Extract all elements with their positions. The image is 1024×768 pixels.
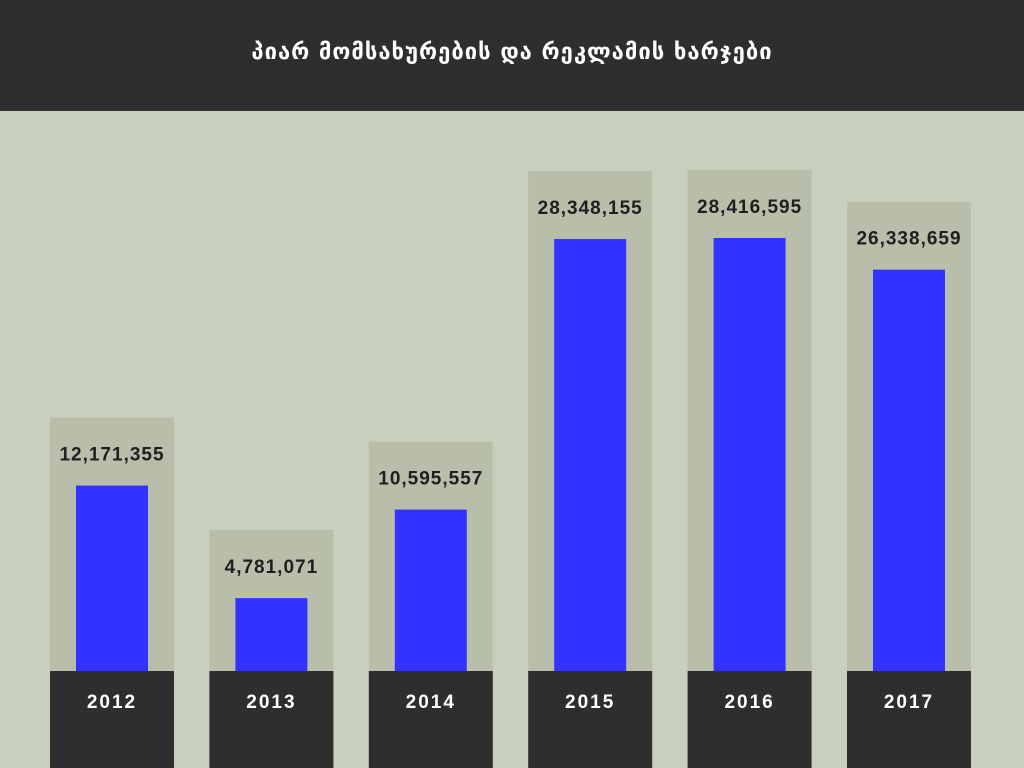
bar-2013 — [235, 598, 308, 671]
category-panel-2016 — [687, 671, 812, 768]
value-label-2017: 26,338,659 — [856, 229, 961, 250]
value-label-2015: 28,348,155 — [538, 198, 643, 219]
chart-title: პიარ მომსახურების და რეკლამის ხარჯები — [251, 40, 773, 65]
bar-2016 — [713, 238, 786, 671]
category-label-2017: 2017 — [884, 692, 934, 713]
value-label-2012: 12,171,355 — [59, 445, 164, 466]
category-label-2012: 2012 — [87, 692, 137, 713]
category-label-2013: 2013 — [246, 692, 296, 713]
category-label-2016: 2016 — [724, 692, 774, 713]
bar-2015 — [554, 239, 627, 672]
chart-header: პიარ მომსახურების და რეკლამის ხარჯები — [0, 0, 1024, 111]
category-panel-2013 — [209, 671, 334, 768]
category-panel-2015 — [528, 671, 653, 768]
value-label-2014: 10,595,557 — [378, 469, 483, 490]
category-label-2015: 2015 — [565, 692, 615, 713]
value-label-2016: 28,416,595 — [697, 197, 802, 218]
bar-2014 — [394, 509, 467, 671]
category-label-2014: 2014 — [406, 692, 456, 713]
bar-2017 — [873, 269, 945, 671]
category-panel-2014 — [368, 671, 493, 768]
category-panel-2012 — [50, 671, 174, 768]
category-panel-2017 — [847, 671, 971, 768]
bar-2012 — [76, 485, 148, 671]
value-label-2013: 4,781,071 — [225, 557, 319, 578]
